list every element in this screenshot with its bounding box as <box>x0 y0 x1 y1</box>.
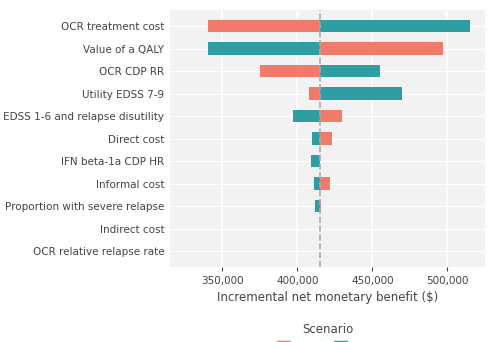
Bar <box>311 155 320 167</box>
Bar <box>316 200 320 212</box>
Bar <box>320 42 443 55</box>
Bar <box>320 65 380 77</box>
Bar <box>320 20 470 32</box>
Bar <box>260 65 320 77</box>
Bar <box>320 200 322 212</box>
Bar <box>293 110 320 122</box>
Bar <box>320 110 342 122</box>
Bar <box>208 42 320 55</box>
Legend: High, Low: High, Low <box>272 318 382 342</box>
Bar <box>314 177 320 190</box>
Bar <box>320 177 330 190</box>
Bar <box>312 132 320 145</box>
X-axis label: Incremental net monetary benefit ($): Incremental net monetary benefit ($) <box>217 291 438 304</box>
Bar <box>320 87 402 100</box>
Bar <box>310 87 320 100</box>
Bar <box>208 20 320 32</box>
Bar <box>320 132 332 145</box>
